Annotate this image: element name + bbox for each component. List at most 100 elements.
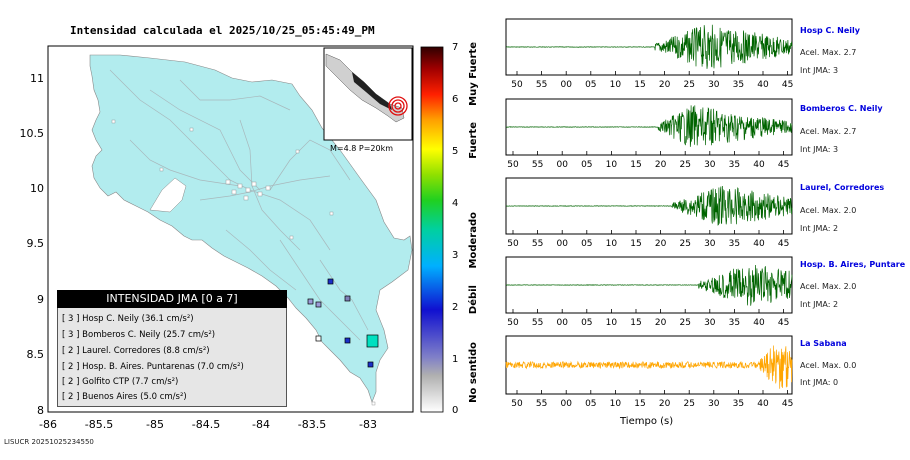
colorbar-tick: 2 [452,302,459,313]
time-tick-label: 20 [655,318,667,328]
station-jma: Int JMA: 2 [800,224,839,233]
time-tick-label: 10 [610,399,622,409]
station-accel: Acel. Max. 0.0 [800,361,857,370]
colorbar-tick: 6 [452,94,459,105]
time-tick-label: 35 [733,80,744,90]
time-tick-label: 35 [729,239,740,249]
station-marker-buenos-aires [327,278,334,285]
waveform-panel: 50 55 00 05 10 15 20 25 30 35 40 45 [505,18,793,90]
station-marker-golfito [344,337,351,344]
time-tick-label: 30 [708,399,720,409]
time-tick-label: 10 [606,318,618,328]
footer-id: LISUCR 20251025234550 [4,438,94,446]
lon-tick: -85.5 [84,418,114,431]
time-tick-label: 35 [733,399,744,409]
town-markers [111,119,376,406]
lat-tick: 8 [37,404,44,417]
time-tick-label: 40 [753,239,765,249]
time-tick-label: 20 [655,160,667,170]
time-tick-label: 20 [659,399,671,409]
waveform-panel: 50 55 00 05 10 15 20 25 30 35 40 45 [505,256,793,328]
time-tick-label: 30 [704,318,716,328]
legend-row: [ 3 ] Hosp C. Neily (36.1 cm/s²) [62,314,194,324]
waveform-panel: 50 55 00 05 10 15 20 25 30 35 40 45 [505,98,793,170]
station-marker-7 [315,301,322,308]
lat-tick: 10 [30,182,44,195]
waveform-panel: 50 55 00 05 10 15 20 25 30 35 40 45 [505,177,793,249]
time-tick-label: 35 [729,160,740,170]
station-marker-laurel [367,361,374,368]
lat-tick: 8.5 [26,348,45,361]
lon-tick: -85 [146,418,164,431]
time-tick-label: 05 [585,80,596,90]
time-tick-label: 50 [511,399,523,409]
time-tick-label: 20 [659,80,671,90]
time-tick-label: 40 [757,80,769,90]
time-tick-label: 30 [704,160,716,170]
time-tick-label: 15 [630,160,641,170]
waveform-trace [506,24,793,69]
intensity-colorbar [420,46,444,413]
time-tick-label: 25 [679,160,690,170]
legend-row: [ 3 ] Bomberos C. Neily (25.7 cm/s²) [62,330,216,340]
time-tick-label: 05 [585,399,596,409]
gulf-of-nicoya [149,177,187,213]
time-tick-label: 00 [556,318,568,328]
time-tick-label: 00 [556,239,568,249]
legend-row: [ 2 ] Buenos Aires (5.0 cm/s²) [62,392,187,402]
station-name: Hosp C. Neily [800,26,860,35]
lat-tick: 9.5 [26,237,45,250]
time-tick-label: 20 [655,239,667,249]
time-tick-label: 45 [778,318,789,328]
time-tick-label: 45 [778,239,789,249]
waveform-trace [506,105,793,147]
time-tick-label: 00 [560,80,572,90]
time-tick-label: 30 [704,239,716,249]
time-tick-label: 00 [560,399,572,409]
time-tick-label: 55 [536,80,547,90]
colorbar-tick: 0 [452,405,459,416]
lat-tick: 9 [37,293,44,306]
waveform-panel: 50 55 00 05 10 15 20 25 30 35 40 45 [505,335,793,409]
time-tick-label: 55 [532,239,543,249]
time-tick-label: 40 [753,160,765,170]
epicenter-marker [388,96,408,116]
lon-tick: -83.5 [297,418,327,431]
time-tick-label: 50 [507,160,519,170]
time-tick-label: 45 [782,399,793,409]
time-tick-label: 45 [778,160,789,170]
colorbar-tick: 1 [452,354,459,365]
station-name: Hosp. B. Aires, Puntare [800,260,906,269]
time-tick-label: 25 [683,80,694,90]
station-jma: Int JMA: 0 [800,378,839,387]
station-jma: Int JMA: 3 [800,66,839,75]
waveform-trace [506,264,793,306]
time-tick-label: 10 [606,160,618,170]
station-marker-9 [315,335,322,342]
time-tick-label: 05 [581,239,592,249]
x-axis-label: Tiempo (s) [620,416,674,427]
time-tick-label: 25 [679,239,690,249]
time-tick-label: 15 [634,399,645,409]
time-tick-label: 05 [581,318,592,328]
colorbar-tick: 3 [452,250,459,261]
time-tick-label: 00 [556,160,568,170]
station-accel: Acel. Max. 2.7 [800,127,857,136]
time-tick-label: 55 [532,160,543,170]
station-jma: Int JMA: 2 [800,300,839,309]
lat-tick: 10.5 [19,127,45,140]
station-name: Laurel, Corredores [800,183,885,192]
time-tick-label: 10 [610,80,622,90]
legend-row: [ 2 ] Golfito CTP (7.7 cm/s²) [62,377,179,387]
colorbar-tick: 4 [452,198,459,209]
station-accel: Acel. Max. 2.7 [800,48,857,57]
time-tick-label: 15 [630,239,641,249]
station-accel: Acel. Max. 2.0 [800,282,857,291]
waveform-trace [505,185,793,226]
lat-tick: 11 [30,72,44,85]
time-tick-label: 15 [634,80,645,90]
lon-tick: -86 [39,418,57,431]
colorbar-tick: 5 [452,146,459,157]
time-tick-label: 25 [679,318,690,328]
